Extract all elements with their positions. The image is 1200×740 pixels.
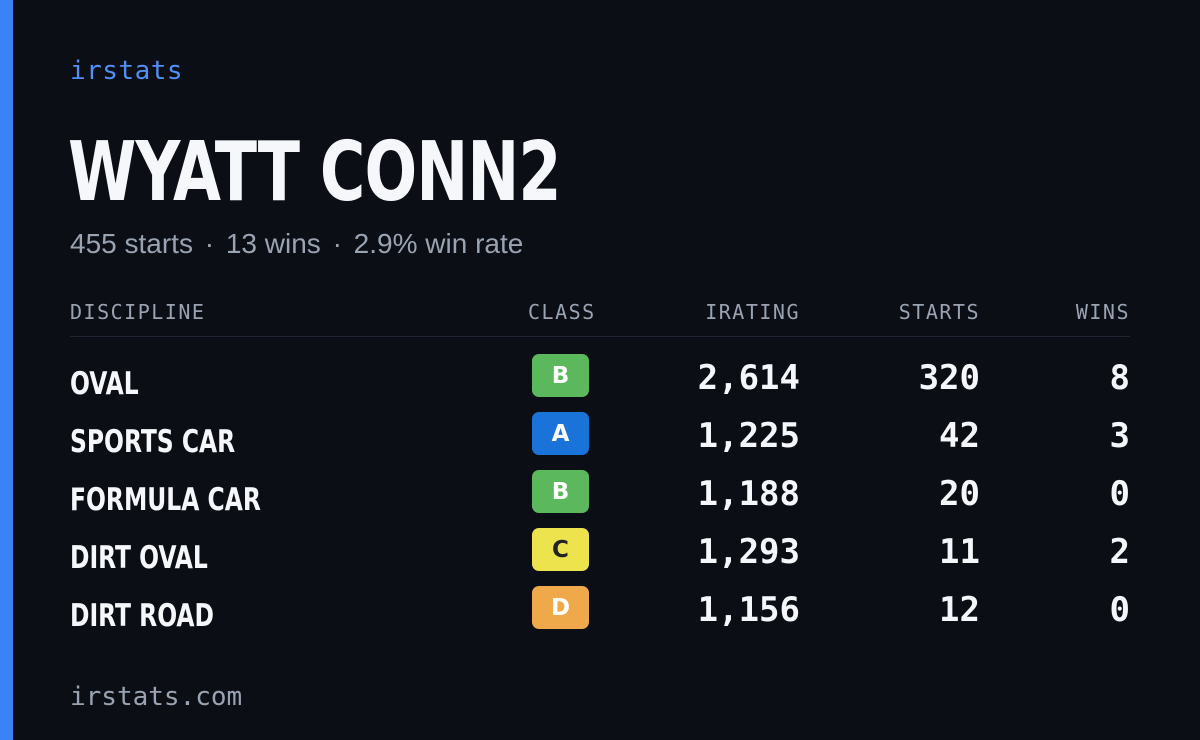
irating-value: 2,614 — [697, 358, 800, 398]
summary-win-rate: 2.9% win rate — [353, 228, 524, 259]
brand-label: irstats — [70, 56, 184, 86]
class-badge: B — [532, 354, 589, 397]
class-badge: B — [532, 470, 589, 513]
table-row: DIRT OVAL C 1,293 11 2 — [70, 526, 1130, 584]
driver-summary: 455 starts · 13 wins · 2.9% win rate — [70, 228, 523, 260]
wins-value: 2 — [1109, 532, 1130, 572]
summary-wins: 13 wins — [225, 228, 321, 259]
irating-value: 1,225 — [697, 416, 800, 456]
summary-separator: · — [204, 228, 215, 259]
discipline-name: FORMULA CAR — [70, 482, 261, 518]
summary-starts: 455 starts — [70, 228, 193, 259]
header-irating: IRATING — [705, 300, 800, 324]
header-wins: WINS — [1075, 300, 1130, 324]
discipline-name: DIRT OVAL — [70, 540, 208, 576]
starts-value: 42 — [939, 416, 980, 456]
header-starts: STARTS — [898, 300, 980, 324]
discipline-name: DIRT ROAD — [70, 598, 215, 634]
starts-value: 20 — [939, 474, 980, 514]
table-row: SPORTS CAR A 1,225 42 3 — [70, 410, 1130, 468]
table-row: FORMULA CAR B 1,188 20 0 — [70, 468, 1130, 526]
header-discipline: DISCIPLINE — [70, 300, 206, 324]
table-row: OVAL B 2,614 320 8 — [70, 352, 1130, 410]
irating-value: 1,293 — [697, 532, 800, 572]
wins-value: 3 — [1109, 416, 1130, 456]
starts-value: 12 — [939, 590, 980, 630]
irating-value: 1,188 — [697, 474, 800, 514]
wins-value: 8 — [1109, 358, 1130, 398]
footer-url: irstats.com — [70, 682, 243, 712]
header-class: CLASS — [528, 300, 596, 324]
starts-value: 11 — [939, 532, 980, 572]
table-header: DISCIPLINE CLASS IRATING STARTS WINS — [70, 300, 1130, 337]
driver-name: WYATT CONN2 — [68, 125, 562, 220]
wins-value: 0 — [1109, 474, 1130, 514]
wins-value: 0 — [1109, 590, 1130, 630]
irating-value: 1,156 — [697, 590, 800, 630]
discipline-name: OVAL — [70, 366, 139, 402]
class-badge: A — [532, 412, 589, 455]
class-badge: D — [532, 586, 589, 629]
summary-separator: · — [332, 228, 342, 259]
discipline-name: SPORTS CAR — [70, 424, 236, 460]
starts-value: 320 — [918, 358, 980, 398]
table-row: DIRT ROAD D 1,156 12 0 — [70, 584, 1130, 642]
discipline-table: OVAL B 2,614 320 8 SPORTS CAR A 1,225 42… — [70, 352, 1130, 642]
accent-bar — [0, 0, 13, 740]
class-badge: C — [532, 528, 589, 571]
